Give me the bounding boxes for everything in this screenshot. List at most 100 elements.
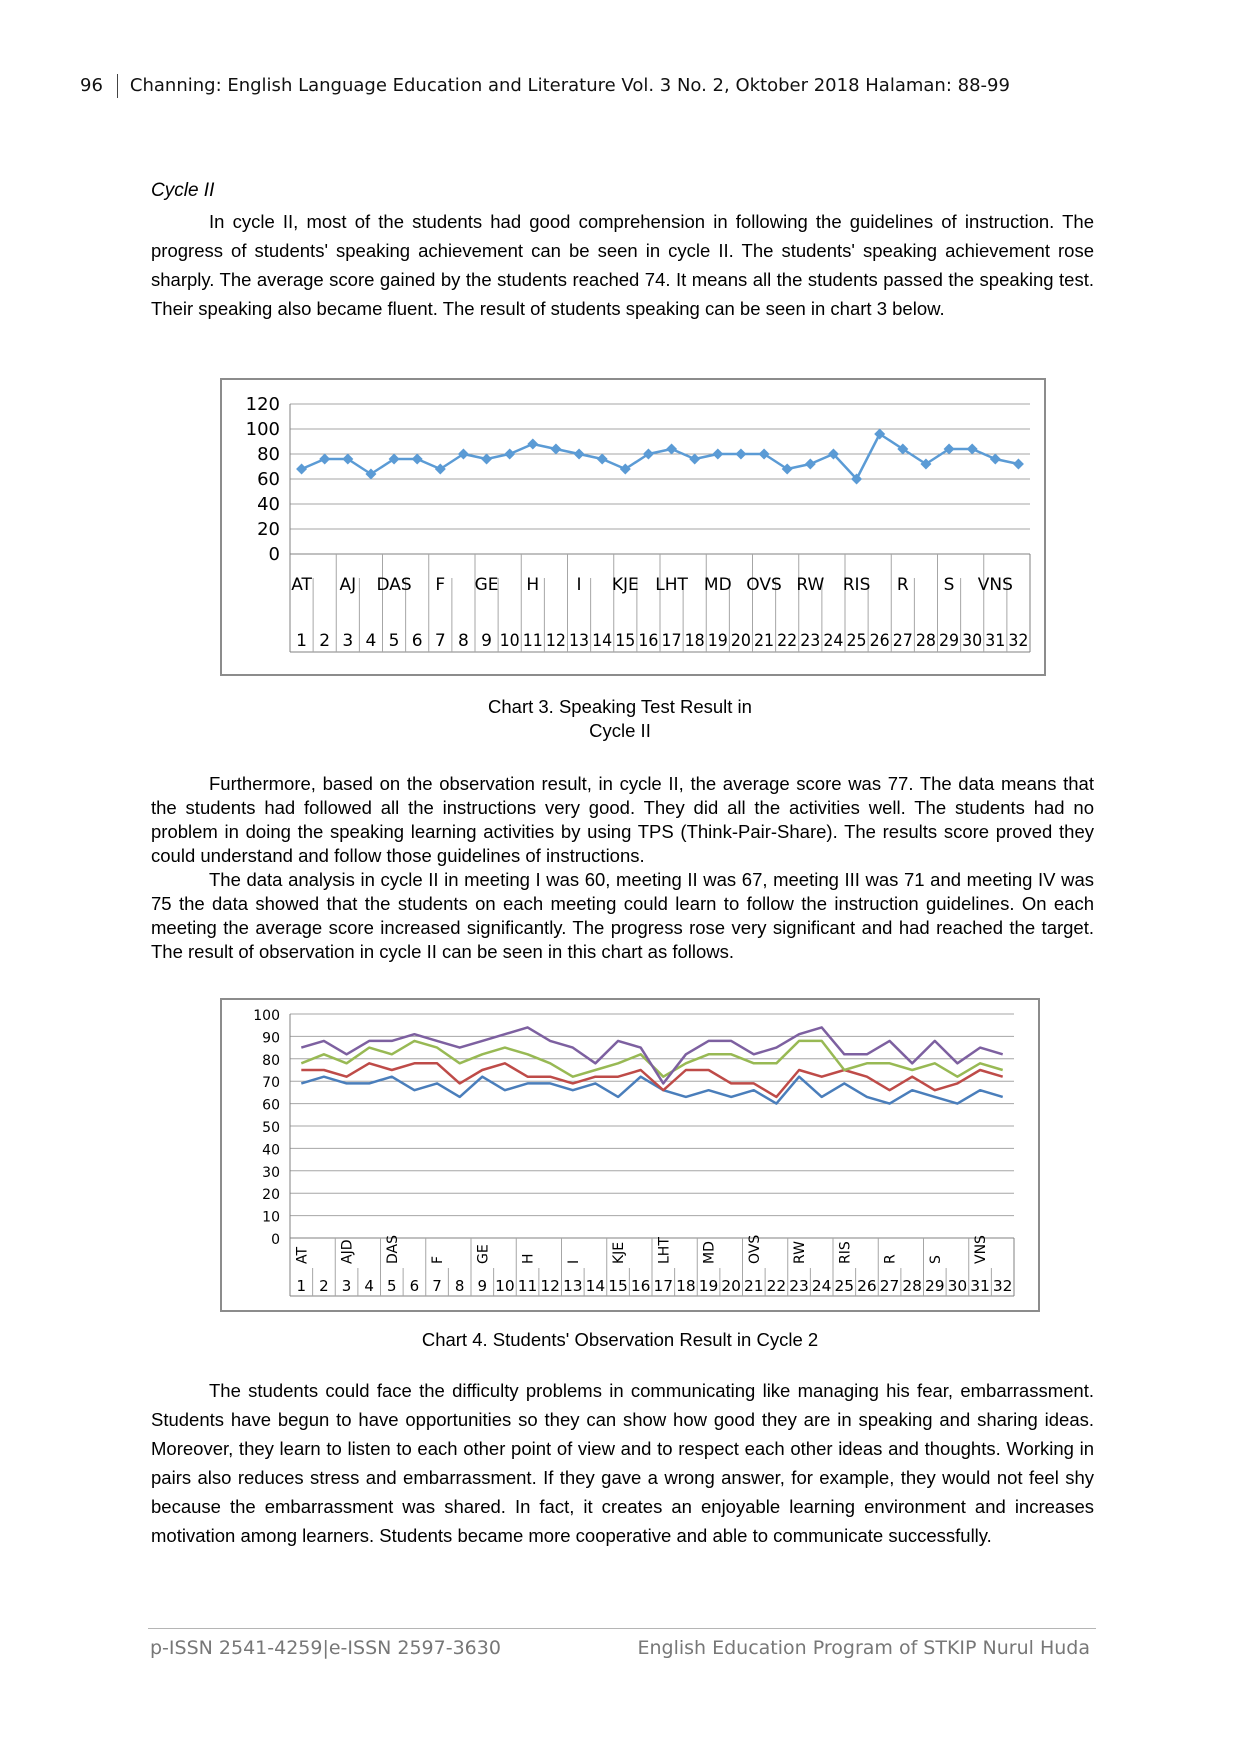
- chart-4-caption: Chart 4. Students' Observation Result in…: [421, 1329, 819, 1350]
- paragraph-4-block: The students could face the difficulty p…: [151, 1376, 1094, 1550]
- footer-rule: [148, 1628, 1096, 1629]
- x-tick-label: 22: [767, 1277, 787, 1295]
- x-category-label: KJE: [612, 575, 639, 595]
- x-category-label: OVS: [746, 575, 782, 595]
- data-point: [966, 443, 978, 455]
- data-point: [342, 453, 354, 465]
- y-tick-label: 100: [246, 419, 280, 440]
- x-tick-label: 17: [662, 631, 682, 651]
- x-tick-label: 9: [478, 1277, 488, 1295]
- x-category-label: AT: [294, 1247, 310, 1264]
- x-tick-label: 29: [939, 631, 959, 651]
- footer-program: English Education Program of STKIP Nurul…: [637, 1637, 1090, 1659]
- series-line-4: [300, 1026, 1004, 1085]
- paragraph-1: In cycle II, most of the students had go…: [151, 211, 1094, 319]
- x-tick-label: 7: [432, 1277, 442, 1295]
- data-point: [527, 438, 539, 450]
- series-line-1: [300, 1075, 1004, 1105]
- x-tick-label: 1: [297, 1277, 307, 1295]
- data-point: [319, 453, 331, 465]
- x-tick-label: 24: [823, 631, 843, 651]
- data-point: [434, 463, 446, 475]
- y-tick-label: 0: [269, 544, 280, 565]
- x-tick-label: 25: [847, 631, 867, 651]
- data-point: [504, 448, 516, 460]
- x-tick-label: 16: [638, 631, 658, 651]
- x-category-label: RW: [796, 575, 824, 595]
- x-category-label: MD: [702, 1241, 718, 1264]
- x-tick-label: 23: [800, 631, 820, 651]
- data-point: [758, 448, 770, 460]
- data-point: [689, 453, 701, 465]
- data-point: [411, 453, 423, 465]
- page-number: 96: [80, 75, 103, 96]
- running-header: 96 Channing: English Language Education a…: [80, 74, 1010, 98]
- x-category-label: AT: [291, 575, 312, 595]
- data-point: [897, 443, 909, 455]
- data-point: [874, 428, 886, 440]
- x-category-label: DAS: [376, 575, 411, 595]
- data-point: [851, 473, 863, 485]
- paragraph-2-3-block: Furthermore, based on the observation re…: [151, 772, 1094, 964]
- x-tick-label: 26: [870, 631, 890, 651]
- x-tick-label: 20: [721, 1277, 741, 1295]
- x-tick-label: 7: [435, 631, 446, 651]
- x-tick-label: 32: [1008, 631, 1028, 651]
- data-point: [642, 448, 654, 460]
- paragraph-1-block: In cycle II, most of the students had go…: [151, 207, 1094, 323]
- x-tick-label: 23: [789, 1277, 809, 1295]
- x-tick-label: 21: [744, 1277, 764, 1295]
- x-tick-label: 3: [342, 631, 353, 651]
- x-tick-label: 27: [893, 631, 913, 651]
- x-category-label: LHT: [656, 1237, 672, 1264]
- x-tick-label: 30: [948, 1277, 968, 1295]
- x-category-label: KJE: [611, 1242, 627, 1264]
- x-tick-label: 12: [546, 631, 566, 651]
- series-line-2: [301, 1062, 1004, 1099]
- x-tick-label: 11: [523, 631, 543, 651]
- x-tick-label: 15: [608, 1277, 628, 1295]
- header-divider: [116, 74, 118, 98]
- x-category-label: VNS: [978, 575, 1013, 595]
- data-point: [388, 453, 400, 465]
- y-tick-label: 80: [262, 1053, 280, 1069]
- x-tick-label: 2: [319, 1277, 329, 1295]
- x-category-label: AJ: [339, 575, 356, 595]
- x-tick-label: 5: [389, 631, 400, 651]
- x-tick-label: 19: [699, 1277, 719, 1295]
- x-tick-label: 19: [708, 631, 728, 651]
- x-category-label: F: [430, 1256, 446, 1264]
- x-tick-label: 16: [631, 1277, 651, 1295]
- data-point: [1012, 458, 1024, 470]
- x-category-label: AJD: [340, 1240, 356, 1265]
- x-category-label: S: [928, 1255, 944, 1264]
- x-tick-label: 29: [925, 1277, 945, 1295]
- chart-3-frame: 0 20 40 60 80 100 120 1 2 3 4 5 6 7 8 9 10 11 12 13 14 15 16 17…: [220, 378, 1046, 676]
- data-point: [550, 443, 562, 455]
- x-tick-label: 18: [685, 631, 705, 651]
- data-point: [989, 453, 1001, 465]
- x-tick-label: 31: [970, 1277, 990, 1295]
- x-tick-label: 14: [592, 631, 612, 651]
- x-tick-label: 32: [993, 1277, 1013, 1295]
- y-tick-label: 80: [257, 444, 280, 465]
- x-tick-label: 10: [500, 631, 520, 651]
- x-tick-label: 20: [731, 631, 751, 651]
- x-tick-label: 21: [754, 631, 774, 651]
- x-tick-label: 30: [962, 631, 982, 651]
- x-tick-label: 18: [676, 1277, 696, 1295]
- y-tick-label: 0: [271, 1232, 280, 1248]
- y-tick-label: 40: [257, 494, 280, 515]
- chart-4-frame: 0 10 20 30 40 50 60 70 80 90 100 1 2 3 4 5 6 7 8 9 10 11 12 13 1…: [220, 998, 1040, 1312]
- data-point: [712, 448, 724, 460]
- x-category-label: RIS: [843, 575, 871, 595]
- y-tick-label: 120: [246, 394, 280, 415]
- y-tick-label: 40: [262, 1142, 280, 1158]
- chart-3-caption: Chart 3. Speaking Test Result in Cycle I…: [420, 695, 820, 743]
- x-tick-label: 6: [412, 631, 423, 651]
- x-tick-label: 6: [410, 1277, 420, 1295]
- data-point: [804, 458, 816, 470]
- x-tick-label: 8: [455, 1277, 465, 1295]
